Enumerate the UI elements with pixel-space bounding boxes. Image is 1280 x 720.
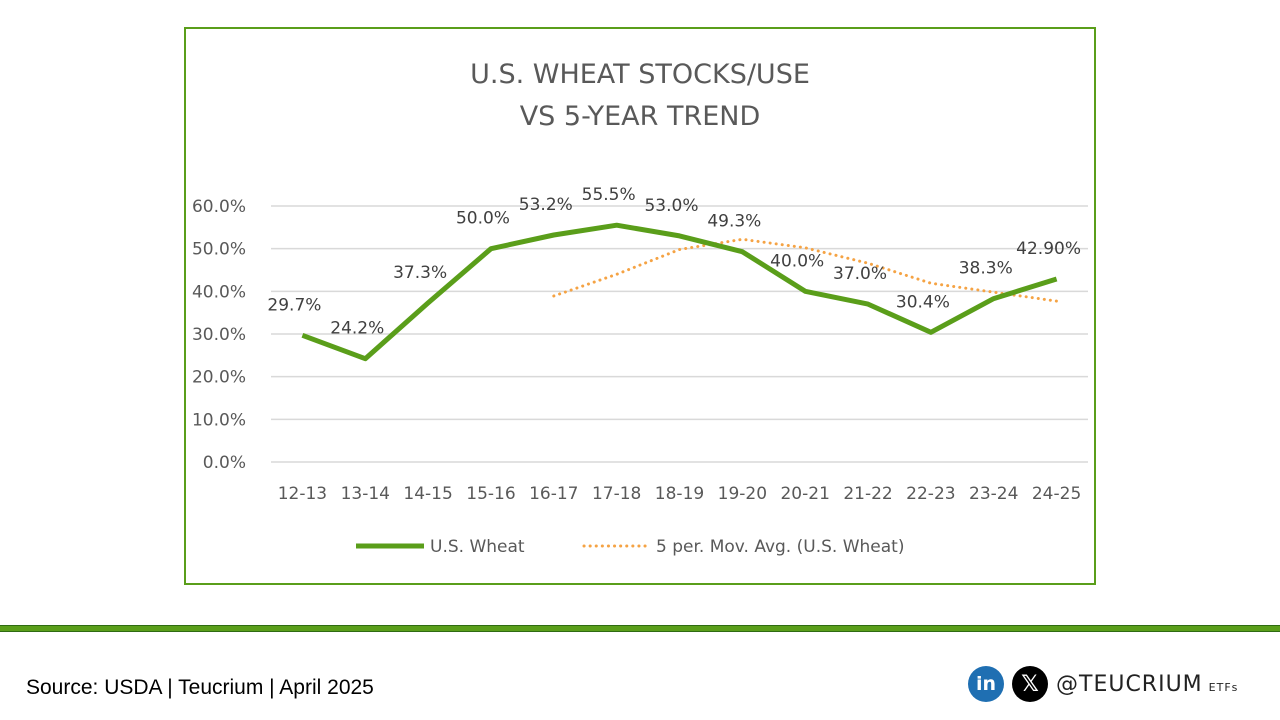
series-line-us-wheat <box>301 222 1058 362</box>
data-label: 37.3% <box>393 263 447 283</box>
data-label: 24.2% <box>330 319 384 339</box>
data-label: 30.4% <box>896 292 950 312</box>
x-tick-label: 23-24 <box>969 484 1018 504</box>
x-tick-label: 24-25 <box>1032 484 1081 504</box>
data-label: 38.3% <box>959 259 1013 279</box>
chart-frame: U.S. WHEAT STOCKS/USE VS 5-YEAR TREND 0.… <box>184 27 1096 585</box>
wheat-stocks-chart: U.S. WHEAT STOCKS/USE VS 5-YEAR TREND 0.… <box>192 59 1088 557</box>
y-tick-label: 10.0% <box>192 410 246 430</box>
x-tick-label: 20-21 <box>780 484 829 504</box>
x-tick-label: 12-13 <box>278 484 327 504</box>
legend-label-us-wheat: U.S. Wheat <box>430 537 525 557</box>
y-tick-label: 40.0% <box>192 282 246 302</box>
data-label: 55.5% <box>582 185 636 205</box>
x-tick-label: 21-22 <box>843 484 892 504</box>
data-label: 53.2% <box>519 195 573 215</box>
data-label: 37.0% <box>833 264 887 284</box>
x-tick-label: 22-23 <box>906 484 955 504</box>
social-handle: @TEUCRIUM <box>1056 671 1203 697</box>
x-tick-label: 16-17 <box>529 484 578 504</box>
data-label: 42.90% <box>1016 239 1081 259</box>
x-tick-label: 14-15 <box>403 484 452 504</box>
chart-title: U.S. WHEAT STOCKS/USE <box>470 59 810 90</box>
legend-label-moving-average: 5 per. Mov. Avg. (U.S. Wheat) <box>656 537 904 557</box>
y-tick-label: 30.0% <box>192 325 246 345</box>
etfs-label: ETFs <box>1208 680 1239 694</box>
data-label: 40.0% <box>770 251 824 271</box>
y-tick-label: 50.0% <box>192 240 246 260</box>
social-links: in 𝕏 @TEUCRIUM ETFs <box>968 664 1238 704</box>
x-tick-label: 18-19 <box>655 484 704 504</box>
x-tick-label: 19-20 <box>718 484 767 504</box>
linkedin-icon[interactable]: in <box>968 666 1004 702</box>
y-tick-label: 0.0% <box>203 453 246 473</box>
chart-subtitle: VS 5-YEAR TREND <box>520 101 761 132</box>
data-label: 53.0% <box>644 196 698 216</box>
y-tick-label: 20.0% <box>192 368 246 388</box>
footer-divider <box>0 625 1280 632</box>
x-icon[interactable]: 𝕏 <box>1012 666 1048 702</box>
series-line-moving-average <box>552 237 1059 303</box>
data-label: 50.0% <box>456 209 510 229</box>
x-tick-label: 17-18 <box>592 484 641 504</box>
source-note: Source: USDA | Teucrium | April 2025 <box>26 676 374 699</box>
x-tick-label: 15-16 <box>466 484 515 504</box>
x-tick-label: 13-14 <box>341 484 390 504</box>
data-label: 49.3% <box>707 212 761 232</box>
legend: U.S. Wheat 5 per. Mov. Avg. (U.S. Wheat) <box>356 537 904 557</box>
y-tick-label: 60.0% <box>192 197 246 217</box>
data-label: 29.7% <box>267 295 321 315</box>
